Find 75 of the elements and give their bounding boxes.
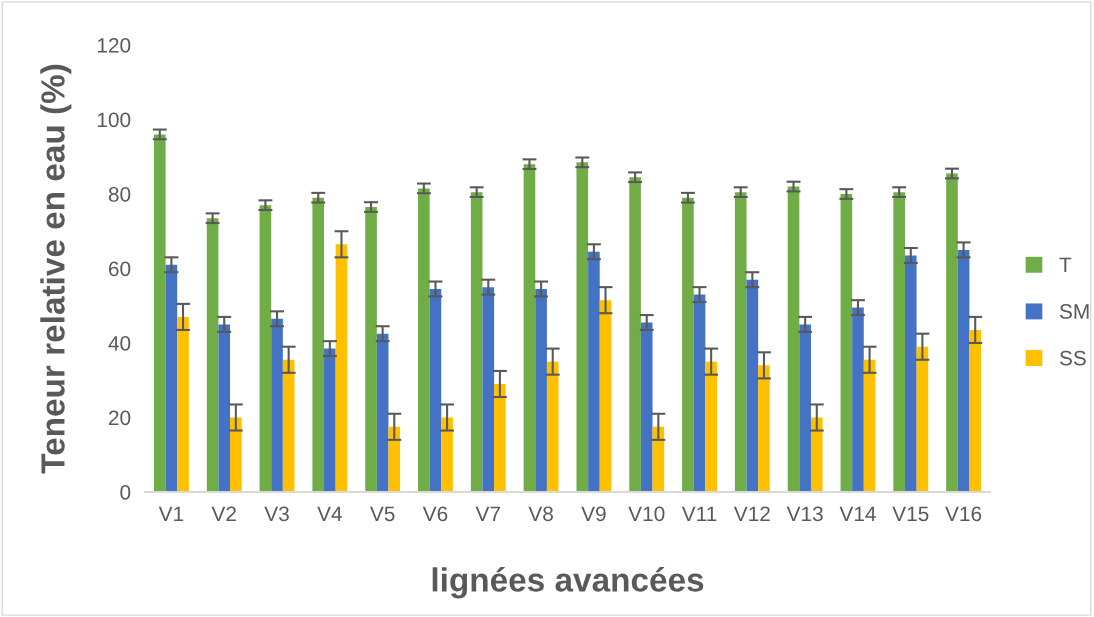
bar [441, 417, 453, 492]
y-tick-label: 20 [108, 410, 131, 426]
bar [429, 288, 442, 492]
x-tick-label: V4 [317, 506, 342, 521]
x-tick-label: V12 [733, 506, 770, 521]
bar [852, 307, 864, 492]
bar [165, 264, 178, 492]
x-tick-label: V15 [892, 506, 929, 522]
x-tick-label: V7 [475, 506, 500, 521]
x-tick-label: V10 [628, 506, 665, 522]
y-tick-label: 60 [109, 261, 131, 277]
bar [893, 192, 905, 492]
bar [969, 329, 982, 492]
bar [153, 134, 166, 492]
bar [916, 346, 929, 492]
x-axis-title: lignées avancées [432, 566, 704, 599]
bar [535, 288, 547, 492]
bar [588, 251, 600, 492]
x-tick-label: V16 [945, 506, 982, 522]
x-tick-label: V9 [581, 506, 606, 522]
bar [230, 417, 242, 492]
bar [482, 287, 495, 492]
x-tick-label: V8 [528, 506, 553, 522]
bar [746, 279, 759, 492]
bar [799, 324, 811, 492]
x-tick-label: V2 [211, 506, 236, 521]
x-tick-label: V1 [158, 506, 184, 521]
bar [863, 359, 876, 492]
bar [810, 417, 823, 492]
bar [365, 207, 377, 492]
y-tick-label: 40 [108, 336, 131, 351]
bar [957, 249, 970, 492]
x-tick-label: V6 [422, 506, 448, 522]
bar [758, 365, 770, 492]
bar [282, 359, 295, 492]
bar [787, 186, 800, 492]
bar [494, 383, 506, 492]
y-tick-label: 0 [120, 485, 131, 500]
legend-label: T [1059, 257, 1072, 273]
bar [599, 300, 612, 492]
bar [693, 294, 706, 492]
bar [177, 316, 189, 492]
y-axis-title: Teneur relative en eau (%) [40, 64, 72, 474]
bar [840, 194, 853, 492]
bar [682, 197, 694, 492]
bar [546, 361, 559, 492]
bar [629, 177, 641, 492]
bar [576, 162, 589, 492]
bar [324, 348, 336, 492]
bar [271, 318, 283, 492]
bar [259, 205, 272, 492]
bar [418, 188, 430, 492]
bar [523, 164, 536, 492]
bar [388, 426, 401, 492]
x-tick-label: V13 [786, 506, 823, 522]
x-tick-label: V11 [681, 506, 717, 521]
bar [734, 192, 747, 492]
bar [206, 218, 219, 492]
bar [335, 244, 348, 492]
bar [470, 192, 483, 492]
y-tick-label: 80 [108, 187, 131, 202]
legend-label: SS [1059, 350, 1086, 366]
x-tick-label: V14 [839, 506, 876, 521]
bar [376, 333, 389, 492]
bar [640, 322, 653, 492]
x-tick-label: V3 [264, 506, 289, 522]
y-tick-label: 120 [97, 38, 131, 53]
bar [904, 255, 917, 492]
x-tick-label: V5 [370, 506, 395, 522]
bar [312, 197, 325, 492]
bar [218, 324, 231, 492]
legend-label: SM [1059, 304, 1089, 319]
bar [946, 173, 958, 492]
y-tick-label: 100 [97, 112, 131, 128]
bar [705, 361, 717, 492]
